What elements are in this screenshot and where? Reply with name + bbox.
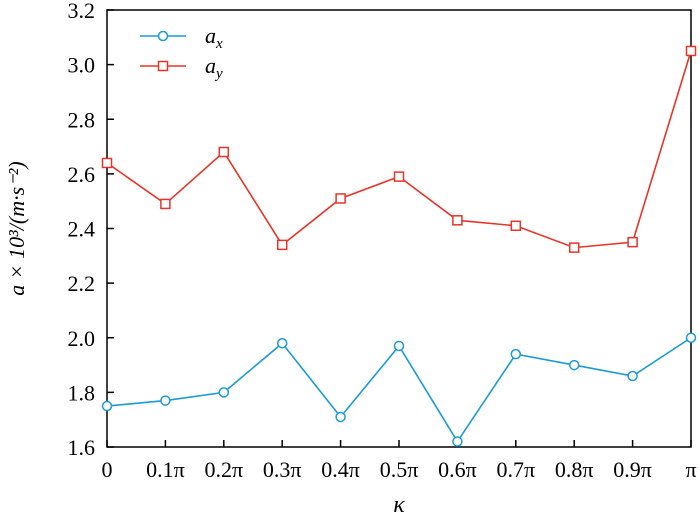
x-tick-label: 0.4π [321,457,360,482]
data-point [685,45,697,57]
x-tick-label: 0.8π [555,457,594,482]
data-point [101,157,113,169]
series-layer [101,45,697,447]
legend-label: ay [205,53,223,82]
data-point [276,239,288,251]
legend-label: ax [205,23,223,52]
data-point [452,215,463,226]
series-a-x [101,332,697,447]
legend-marker [157,60,169,72]
data-point [160,198,171,210]
data-point [335,411,346,423]
x-tick-label: 0.3π [263,457,302,482]
data-point [160,395,171,406]
series-a-y [101,45,697,253]
x-tick-label: 0.9π [613,457,652,482]
data-point [335,193,346,204]
data-point [101,400,113,412]
data-point [627,370,638,382]
y-tick-label: 2.8 [68,107,96,132]
legend-item: ay [140,53,223,82]
series-line [106,337,692,444]
plot-area [106,9,692,448]
y-tick-label: 1.6 [68,435,96,460]
x-axis: 0 0.1π 0.2π 0.3π 0.4π 0.5π 0.6π 0.7π 0.8π 0.9π π [102,440,697,482]
y-tick-label: 2.2 [68,271,96,296]
legend-item: ax [140,23,223,52]
data-point [276,337,288,349]
y-tick-label: 2.0 [68,326,96,351]
y-axis: 1.6 1.8 2.0 2.2 2.4 2.6 2.8 3.0 3.2 [68,0,114,460]
y-axis-title: a × 10³/(m·s⁻²) [4,161,29,295]
data-point [510,220,522,232]
series-line [106,50,692,249]
legend-marker [157,30,169,42]
x-tick-label: π [685,457,696,482]
data-point [218,146,230,158]
x-tick-label: 0.5π [380,457,419,482]
y-tick-label: 1.8 [68,380,96,405]
x-tick-label: 0.6π [438,457,477,482]
data-point [393,171,405,182]
y-tick-label: 2.4 [68,217,96,242]
y-tick-label: 3.2 [68,0,96,23]
data-point [568,242,580,253]
x-axis-title: κ [393,492,405,518]
y-tick-label: 2.6 [68,162,96,187]
data-point [510,348,522,360]
x-tick-label: 0.1π [146,457,185,482]
x-tick-label: 0.2π [204,457,243,482]
data-point [685,332,697,343]
plot-frame [106,9,692,448]
data-point [568,359,580,371]
data-point [393,340,405,352]
data-point [218,387,230,398]
x-tick-label: 0 [102,457,113,482]
data-point [627,236,638,248]
data-point [452,436,463,447]
x-tick-label: 0.7π [496,457,535,482]
y-tick-label: 3.0 [68,53,96,78]
